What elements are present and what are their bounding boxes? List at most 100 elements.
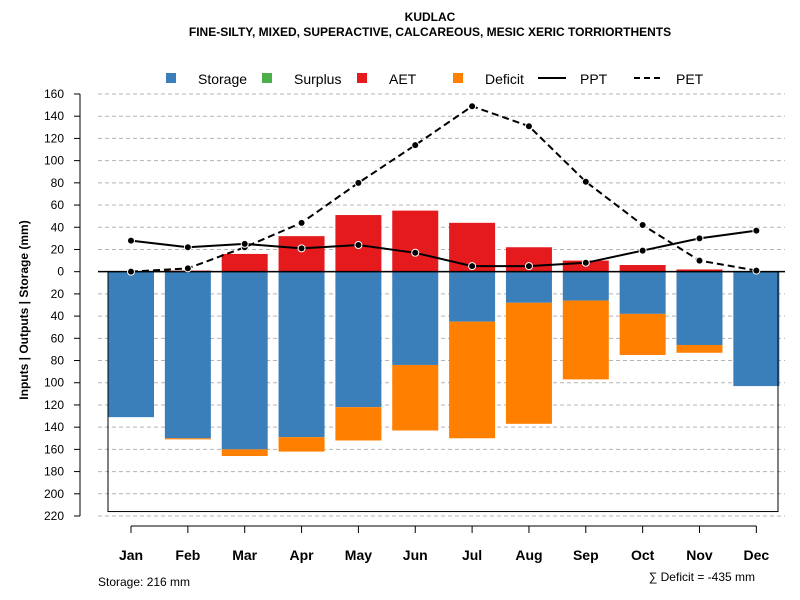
pet-point <box>695 256 704 265</box>
storage-capacity-box <box>107 271 779 513</box>
ppt-point <box>468 262 477 271</box>
x-axis: Jan Feb Mar Apr May Jun Jul Aug Sep Oct Nov Dec <box>119 525 770 563</box>
deficit-bar <box>619 313 666 355</box>
ppt-point <box>695 234 704 243</box>
pet-point <box>468 102 477 111</box>
storage-bar <box>619 271 666 314</box>
storage-bar <box>164 271 211 439</box>
aet-bar <box>676 269 723 272</box>
legend-swatch-deficit <box>453 73 463 83</box>
deficit-bar <box>335 407 382 441</box>
y-tick-label: 200 <box>44 487 64 501</box>
deficit-bar <box>676 344 723 353</box>
y-tick-label: 0 <box>57 265 64 279</box>
storage-bar <box>392 271 439 365</box>
x-tick-label: Jan <box>119 547 143 563</box>
storage-total: Storage: 216 mm <box>98 575 190 589</box>
y-tick-label: 160 <box>44 87 64 101</box>
y-tick-label: 20 <box>51 287 65 301</box>
y-tick-label: 120 <box>44 131 64 145</box>
x-tick-label: Mar <box>232 547 257 563</box>
y-axis: 1601401201008060402002040608010012014016… <box>44 87 81 523</box>
pet-point <box>297 218 306 227</box>
deficit-bar <box>278 437 325 452</box>
y-tick-label: 20 <box>51 242 65 256</box>
deficit-bar <box>562 300 609 380</box>
gridlines <box>98 93 785 517</box>
y-tick-label: 160 <box>44 442 64 456</box>
storage-bar <box>221 271 268 450</box>
aet-bar <box>619 265 666 272</box>
deficit-bar <box>221 449 268 457</box>
deficit-bar <box>449 321 496 439</box>
legend-label-ppt: PPT <box>580 71 608 87</box>
x-tick-label: Aug <box>515 547 542 563</box>
x-tick-label: Jun <box>403 547 428 563</box>
y-tick-label: 140 <box>44 420 64 434</box>
pet-point <box>581 177 590 186</box>
x-tick-label: Oct <box>631 547 655 563</box>
pet-point <box>411 141 420 150</box>
y-tick-label: 60 <box>51 331 65 345</box>
ppt-point <box>411 248 420 257</box>
ppt-line <box>130 229 757 268</box>
x-tick-label: May <box>345 547 372 563</box>
pet-point <box>183 264 192 273</box>
legend-label-pet: PET <box>676 71 704 87</box>
series-lines <box>127 102 761 276</box>
ppt-point <box>638 246 647 255</box>
ppt-point <box>524 262 533 271</box>
storage-bar <box>562 271 609 301</box>
chart-subtitle: FINE-SILTY, MIXED, SUPERACTIVE, CALCAREO… <box>189 25 671 39</box>
legend-swatch-surplus <box>262 73 272 83</box>
aet-bar <box>392 210 439 272</box>
x-tick-label: Dec <box>744 547 770 563</box>
legend-label-storage: Storage <box>198 71 247 87</box>
aet-bar <box>278 236 325 272</box>
y-tick-label: 80 <box>51 176 65 190</box>
ppt-point <box>354 241 363 250</box>
legend-label-aet: AET <box>389 71 417 87</box>
y-tick-label: 100 <box>44 154 64 168</box>
pet-point <box>638 221 647 230</box>
storage-bar <box>676 271 723 345</box>
pet-point <box>752 266 761 275</box>
storage-bar <box>335 271 382 408</box>
pet-point <box>524 122 533 131</box>
ppt-point <box>752 226 761 235</box>
y-tick-label: 140 <box>44 109 64 123</box>
ppt-point <box>240 239 249 248</box>
chart-title: KUDLAC <box>405 10 456 24</box>
y-tick-label: 40 <box>51 220 65 234</box>
pet-point <box>354 178 363 187</box>
x-tick-label: Jul <box>462 547 482 563</box>
legend-swatch-storage <box>166 73 176 83</box>
pet-line <box>130 105 757 273</box>
legend-label-surplus: Surplus <box>294 71 341 87</box>
deficit-bar <box>505 302 552 424</box>
y-tick-label: 180 <box>44 465 64 479</box>
storage-bar <box>505 271 552 303</box>
bars <box>108 210 780 457</box>
ppt-point <box>183 243 192 252</box>
aet-bar <box>221 253 268 272</box>
y-tick-label: 120 <box>44 398 64 412</box>
storage-bar <box>108 271 154 418</box>
deficit-bar <box>164 438 211 440</box>
storage-bar <box>278 271 325 438</box>
storage-bar <box>449 271 496 322</box>
ppt-point <box>297 244 306 253</box>
y-axis-label: Inputs | Outputs | Storage (mm) <box>17 220 31 399</box>
legend-swatch-aet <box>357 73 367 83</box>
storage-bar <box>733 271 780 387</box>
x-tick-label: Sep <box>573 547 599 563</box>
y-tick-label: 60 <box>51 198 65 212</box>
pet-point <box>127 267 135 276</box>
x-tick-label: Feb <box>175 547 200 563</box>
y-tick-label: 100 <box>44 376 64 390</box>
deficit-total: ∑ Deficit = -435 mm <box>649 570 755 584</box>
y-tick-label: 80 <box>51 354 65 368</box>
x-tick-label: Nov <box>686 547 713 563</box>
ppt-point <box>581 258 590 267</box>
